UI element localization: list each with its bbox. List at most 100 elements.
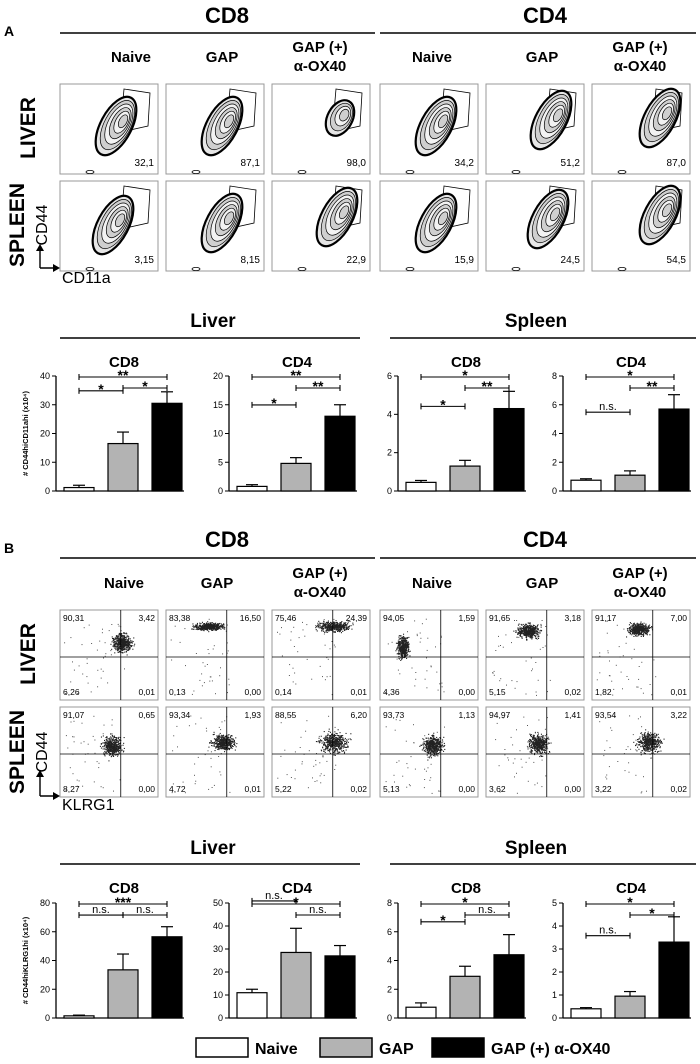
event-dot	[528, 625, 530, 627]
event-dot	[170, 639, 172, 641]
event-dot	[334, 745, 336, 747]
event-dot	[131, 642, 133, 644]
event-dot	[336, 749, 338, 751]
event-dot	[324, 625, 326, 627]
event-dot	[336, 752, 338, 754]
event-dot	[325, 631, 327, 633]
event-dot	[526, 633, 528, 635]
event-dot	[403, 643, 405, 645]
event-dot	[330, 744, 332, 746]
event-dot	[317, 622, 319, 624]
event-dot	[534, 635, 536, 637]
event-dot	[118, 748, 120, 750]
event-dot	[402, 641, 404, 643]
bar	[107, 442, 139, 492]
event-dot	[73, 736, 75, 738]
event-dot	[408, 650, 410, 652]
event-dot	[647, 629, 649, 631]
event-dot	[115, 739, 117, 741]
significance-label: **	[647, 378, 658, 394]
event-dot	[224, 736, 226, 738]
event-dot	[641, 629, 643, 631]
event-dot	[223, 745, 225, 747]
event-dot	[520, 630, 522, 632]
event-dot	[506, 684, 507, 686]
event-dot	[329, 629, 331, 631]
event-dot	[127, 635, 129, 637]
event-dot	[128, 648, 130, 650]
event-dot	[116, 744, 118, 746]
event-dot	[536, 694, 537, 696]
event-dot	[220, 737, 222, 739]
event-dot	[220, 667, 221, 669]
event-dot	[408, 643, 410, 645]
event-dot	[221, 739, 223, 741]
event-dot	[408, 643, 410, 645]
event-dot	[112, 638, 114, 640]
event-dot	[632, 626, 634, 628]
event-dot	[401, 644, 403, 646]
event-dot	[516, 681, 518, 683]
event-dot	[399, 646, 401, 648]
event-dot	[398, 636, 400, 638]
event-dot	[326, 657, 328, 659]
event-dot	[599, 652, 601, 654]
event-dot	[335, 744, 337, 746]
event-dot	[217, 626, 219, 628]
event-dot	[639, 626, 641, 628]
event-dot	[109, 744, 111, 746]
event-dot	[345, 629, 347, 631]
panel-a-group-cd4: CD4	[523, 3, 568, 28]
event-dot	[635, 626, 637, 628]
event-dot	[115, 747, 117, 749]
event-dot	[421, 749, 423, 751]
panel-a-cond-combo-line2-cd8: α-OX40	[294, 58, 347, 75]
event-dot	[339, 743, 341, 745]
event-dot	[324, 751, 326, 753]
event-dot	[524, 624, 526, 626]
event-dot	[331, 734, 333, 736]
event-dot	[346, 740, 348, 742]
event-dot	[333, 743, 335, 745]
event-dot	[626, 628, 628, 630]
event-dot	[399, 642, 401, 644]
event-dot	[122, 641, 124, 643]
event-dot	[516, 636, 518, 638]
event-dot	[648, 627, 650, 629]
event-dot	[644, 631, 646, 633]
event-dot	[329, 751, 331, 753]
event-dot	[538, 632, 540, 634]
event-dot	[113, 644, 115, 646]
event-dot	[290, 715, 292, 717]
event-dot	[407, 631, 408, 633]
event-dot	[338, 744, 340, 746]
event-dot	[523, 628, 525, 630]
event-dot	[87, 743, 89, 745]
event-dot	[339, 745, 341, 747]
event-dot	[340, 623, 342, 625]
event-dot	[110, 745, 112, 747]
event-dot	[116, 636, 118, 638]
event-dot	[531, 628, 533, 630]
event-dot	[106, 744, 108, 746]
event-dot	[216, 736, 218, 738]
event-dot	[350, 739, 352, 741]
event-dot	[118, 651, 120, 653]
event-dot	[642, 630, 644, 632]
event-dot	[520, 627, 522, 629]
event-dot	[300, 736, 302, 738]
event-dot	[222, 735, 224, 737]
event-dot	[337, 735, 339, 737]
event-dot	[223, 737, 225, 739]
event-dot	[323, 750, 325, 752]
event-dot	[350, 733, 352, 735]
event-dot	[525, 693, 527, 695]
event-dot	[636, 629, 638, 631]
event-dot	[643, 632, 645, 634]
y-tick-label: 20	[213, 371, 223, 381]
event-dot	[208, 626, 210, 628]
significance-label: **	[313, 378, 324, 394]
event-dot	[76, 779, 78, 781]
event-dot	[646, 634, 648, 636]
event-dot	[328, 749, 330, 751]
